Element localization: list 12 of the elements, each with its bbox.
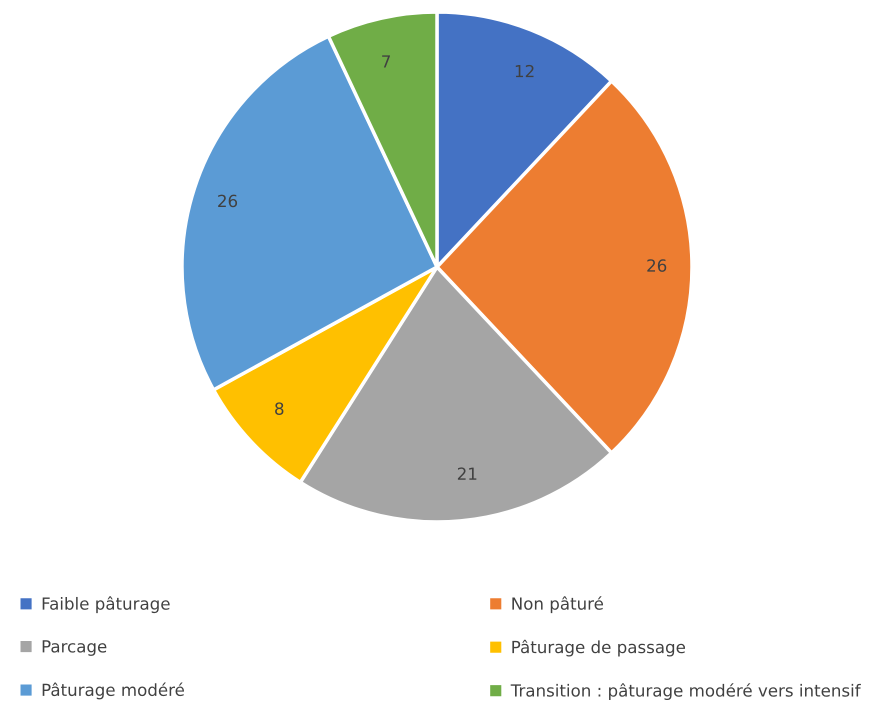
- data-label: 7: [382, 55, 390, 68]
- data-label: 21: [458, 467, 476, 480]
- legend-label: Non pâturé: [512, 596, 604, 614]
- legend-label: Parcage: [42, 640, 106, 656]
- legend-label: Pâturage de passage: [512, 640, 686, 657]
- data-label: 8: [275, 402, 284, 415]
- data-label: 12: [516, 64, 534, 78]
- legend-label: Faible pâturage: [42, 596, 170, 614]
- legend-label: Transition : pâturage modéré vers intensif: [510, 683, 861, 700]
- data-label: 26: [218, 194, 238, 208]
- data-label: 26: [647, 259, 666, 272]
- legend-label: Pâturage modéré: [42, 682, 184, 700]
